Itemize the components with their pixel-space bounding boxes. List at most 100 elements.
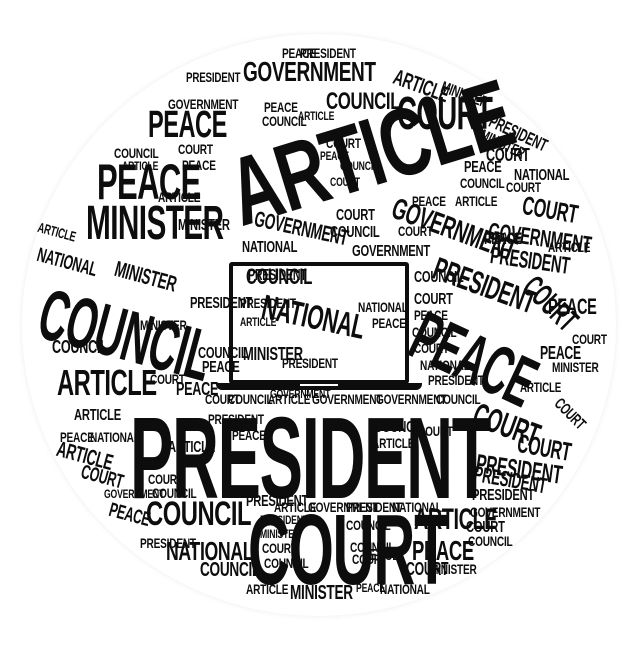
cloud-word: PRESIDENT [130, 393, 491, 523]
cloud-word: COUNCIL [152, 485, 197, 501]
cloud-word: COUNCIL [246, 264, 313, 289]
cloud-word: COUNCIL [460, 175, 505, 191]
cloud-word: COURT [414, 340, 449, 356]
cloud-word: COURT [406, 559, 449, 579]
cloud-word: COURT [205, 391, 240, 407]
cloud-word: COUNCIL [264, 555, 309, 571]
cloud-word: NATIONAL [90, 429, 140, 445]
cloud-word: NATIONAL [242, 239, 298, 256]
cloud-word: PEACE [182, 157, 216, 173]
cloud-word: PEACE [412, 535, 474, 566]
cloud-word: MINISTER [243, 344, 303, 364]
cloud-word: ARTICLE [274, 499, 317, 515]
cloud-word: COURT [150, 371, 185, 387]
cloud-word: COUNCIL [326, 88, 401, 115]
cloud-word: GOVERNMENT [104, 487, 165, 501]
cloud-word: COUNCIL [262, 113, 307, 129]
cloud-word: PEACE [232, 427, 266, 443]
cloud-word: PRESIDENT [190, 295, 253, 312]
cloud-word: NATIONAL [166, 536, 254, 566]
cloud-word: MINISTER [178, 217, 230, 234]
cloud-word: PRESIDENT [240, 295, 296, 311]
cloud-word: COURT [418, 423, 453, 439]
cloud-word: PEACE [97, 154, 201, 210]
cloud-word: PEACE [372, 315, 406, 331]
cloud-word: NATIONAL [358, 299, 408, 315]
cloud-word: PRESIDENT [186, 69, 241, 85]
cloud-word: PEACE [484, 231, 522, 248]
cloud-word: COUNCIL [412, 324, 457, 340]
cloud-word: PRESIDENT [246, 493, 309, 510]
cloud-word: GOVERNMENT [376, 391, 447, 407]
cloud-word: COURT [486, 145, 530, 165]
cloud-word: COUNCIL [350, 539, 395, 555]
cloud-word: PEACE [282, 45, 316, 61]
cloud-word: MINISTER [552, 359, 599, 375]
cloud-word: PRESIDENT [300, 45, 356, 61]
cloud-word: PEACE [548, 294, 597, 319]
cloud-word: ARTICLE [268, 391, 311, 407]
cloud-word: PRESIDENT [346, 499, 402, 515]
cloud-word: MINISTER [140, 317, 187, 333]
cloud-word: COURT [352, 551, 387, 567]
cloud-word: GOVERNMENT [270, 387, 331, 401]
cloud-word: PRESIDENT [208, 411, 264, 427]
cloud-word: PEACE [60, 429, 94, 445]
cloud-word: COURT [466, 519, 505, 536]
cloud-word: COUNCIL [146, 495, 252, 533]
cloud-word: PEACE [414, 307, 448, 323]
cloud-word: GOVERNMENT [312, 391, 383, 407]
cloud-word: ARTICLE [122, 159, 159, 173]
cloud-word: ARTICLE [74, 407, 121, 424]
cloud-word: GOVERNMENT [308, 499, 379, 515]
cloud-word: COURT [414, 291, 453, 308]
cloud-word: COUNCIL [200, 559, 261, 581]
cloud-word: ARTICLE [158, 189, 201, 205]
cloud-word: PRESIDENT [472, 487, 535, 504]
laptop-notch [300, 384, 338, 386]
cloud-word: PRESIDENT [282, 355, 338, 371]
cloud-word: PEACE [176, 379, 219, 399]
cloud-word: COURT [506, 179, 541, 195]
cloud-word: COUNCIL [374, 419, 424, 436]
cloud-word: COURT [262, 540, 297, 556]
cloud-word: COURT [336, 207, 375, 224]
cloud-word: COUNCIL [340, 159, 379, 173]
cloud-word: COURT [330, 175, 360, 189]
cloud-word: ARTICLE [548, 239, 591, 255]
cloud-word: COUNCIL [114, 145, 159, 161]
cloud-word: GOVERNMENT [352, 243, 431, 260]
cloud-word: ARTICLE [414, 503, 498, 536]
cloud-word: COURT [398, 223, 433, 239]
cloud-word: ARTICLE [520, 379, 562, 395]
cloud-word: PEACE [412, 193, 446, 209]
cloud-word: PRESIDENT [140, 535, 196, 551]
cloud-word: COUNCIL [414, 269, 464, 286]
cloud-word: PEACE [202, 359, 240, 376]
cloud-word: COUNCIL [198, 345, 248, 362]
cloud-word: ARTICLE [240, 315, 277, 329]
cloud-word: COURT [178, 141, 213, 157]
cloud-word: COURT [572, 331, 607, 347]
cloud-word: PEACE [356, 581, 385, 595]
cloud-word: ARTICLE [57, 362, 157, 403]
cloud-word: ARTICLE [168, 439, 215, 456]
cloud-word: COUNCIL [468, 533, 513, 549]
laptop-base [216, 383, 422, 390]
cloud-word: COUNCIL [228, 391, 273, 407]
laptop-icon [229, 262, 409, 384]
cloud-word: PEACE [464, 159, 502, 176]
cloud-word: ARTICLE [298, 109, 335, 123]
cloud-word: PEACE [148, 104, 227, 146]
cloud-word: PRESIDENT [248, 267, 307, 284]
cloud-word: MINISTER [260, 527, 300, 541]
cloud-word: COURT [397, 87, 493, 139]
cloud-word: PEACE [540, 343, 581, 363]
cloud-word: GOVERNMENT [243, 56, 376, 87]
cloud-word: GOVERNMENT [168, 96, 239, 112]
cloud-word: COURT [248, 494, 450, 606]
cloud-word: COUNCIL [330, 224, 380, 241]
cloud-word: NATIONAL [514, 167, 570, 184]
cloud-word: COUNCIL [52, 337, 108, 357]
cloud-word: PEACE [362, 547, 400, 564]
